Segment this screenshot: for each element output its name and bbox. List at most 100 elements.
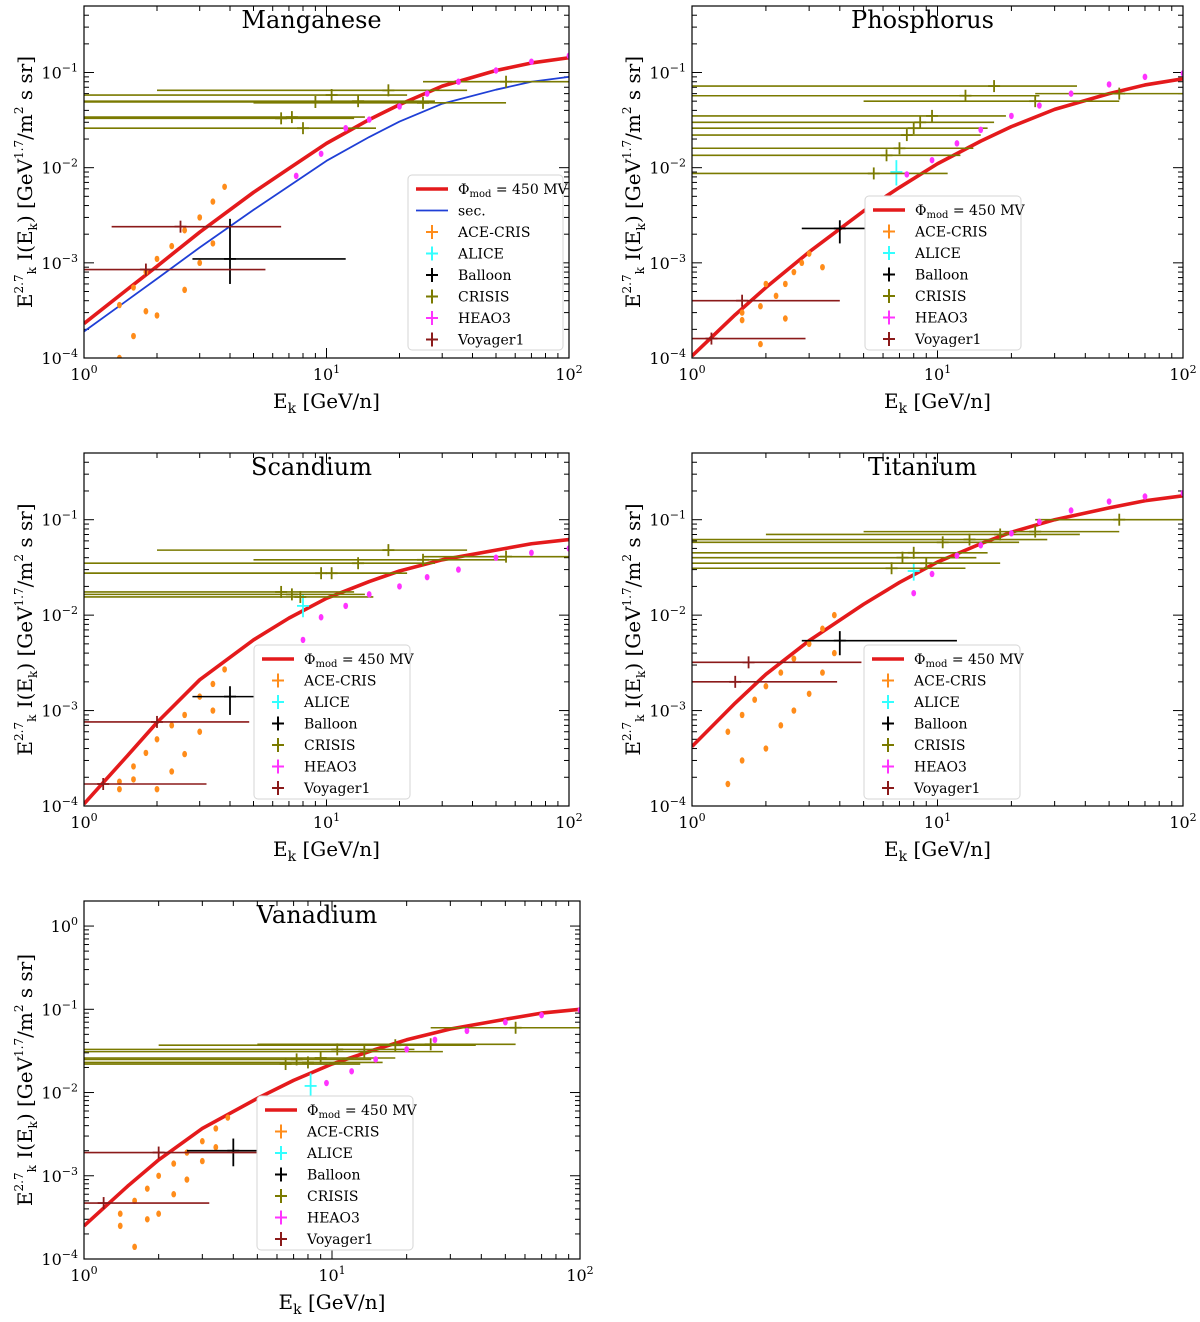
marker — [820, 263, 825, 271]
marker — [791, 268, 797, 276]
legend-entry-heao3: HEAO3 — [272, 759, 357, 776]
data-point — [84, 585, 355, 598]
y-tick-label: 10−4 — [649, 795, 686, 816]
y-tick-label: 10−4 — [41, 1248, 78, 1269]
data-point — [222, 183, 227, 190]
marker — [169, 722, 175, 729]
data-point — [84, 1146, 277, 1159]
legend-entry-voyager1: Voyager1 — [883, 332, 981, 348]
legend-label: ACE-CRIS — [457, 225, 530, 241]
marker — [791, 707, 797, 714]
data-point — [154, 736, 160, 743]
series-heao3 — [300, 545, 569, 644]
marker — [131, 776, 136, 783]
legend-entry-balloon: Balloon — [426, 268, 511, 284]
data-point — [1106, 498, 1112, 505]
data-point — [863, 95, 1120, 108]
data-point — [117, 301, 122, 309]
y-tick-label: 10−1 — [41, 509, 78, 530]
data-point — [692, 149, 961, 162]
marker — [143, 749, 149, 757]
series-alice — [907, 563, 920, 581]
legend-label: ACE-CRIS — [306, 1125, 379, 1141]
y-tick-label: 10−2 — [41, 157, 78, 178]
legend-entry-ace-cris: ACE-CRIS — [883, 224, 987, 241]
data-point — [293, 172, 299, 180]
legend-label: sec. — [458, 204, 486, 220]
data-point — [324, 1079, 329, 1087]
legend-entry-balloon: Balloon — [275, 1167, 360, 1184]
data-point — [84, 95, 435, 108]
x-axis-label: Ek [GeV/n] — [279, 1290, 386, 1318]
data-point — [143, 749, 149, 757]
legend-entry-balloon: Balloon — [883, 267, 968, 284]
data-point — [257, 1038, 516, 1051]
data-point — [954, 552, 960, 559]
marker — [144, 1185, 150, 1192]
data-point — [210, 198, 216, 205]
data-point — [763, 683, 769, 690]
legend-entry-crisis: CRISIS — [883, 289, 967, 305]
marker — [1009, 530, 1014, 537]
data-point — [692, 109, 1006, 122]
series-crisis — [692, 80, 1183, 180]
marker — [763, 280, 769, 288]
data-point — [432, 1036, 438, 1044]
y-tick-label: 10−2 — [41, 604, 78, 625]
axis-ticks — [691, 452, 1184, 807]
data-point — [820, 263, 825, 271]
data-point — [529, 549, 534, 556]
data-point — [1035, 513, 1183, 526]
data-point — [1009, 530, 1014, 537]
legend-label: ALICE — [914, 246, 961, 262]
marker — [1106, 81, 1112, 88]
data-point — [117, 354, 122, 358]
marker — [131, 284, 136, 291]
y-tick-label: 10−2 — [649, 604, 686, 625]
legend-entry-alice: ALICE — [883, 246, 961, 262]
marker — [831, 611, 837, 619]
data-layer — [84, 47, 704, 358]
y-tick-label: 10−1 — [41, 62, 78, 83]
marker — [318, 614, 324, 621]
marker — [366, 116, 372, 123]
marker — [1106, 498, 1112, 505]
legend-entry-mod-450-mv: Φmod = 450 MV — [872, 652, 1025, 670]
data-point — [169, 722, 175, 729]
data-point — [182, 286, 188, 294]
marker — [171, 1160, 177, 1167]
marker — [640, 47, 645, 53]
y-tick-label: 10−1 — [41, 998, 78, 1019]
marker — [143, 308, 149, 315]
series-mod-450-mv — [84, 537, 569, 806]
data-point — [117, 785, 122, 793]
marker — [763, 745, 769, 752]
marker — [154, 736, 160, 743]
data-layer — [84, 1006, 580, 1251]
legend-label: CRISIS — [914, 738, 966, 754]
marker — [725, 728, 731, 735]
chart-panel-scandium: 100 101 102 10−4 10−3 10−2 10−1 Ek [GeV/n] E2.7k… — [12, 452, 583, 865]
legend-entry-alice: ALICE — [275, 1146, 353, 1162]
data-point — [423, 550, 569, 563]
marker — [1142, 493, 1148, 500]
data-point — [978, 542, 984, 549]
legend-label: ALICE — [303, 695, 350, 711]
marker — [373, 1056, 379, 1063]
marker — [539, 1011, 544, 1019]
data-point — [1035, 87, 1183, 100]
data-point — [602, 47, 607, 53]
marker — [739, 309, 745, 316]
legend-label: HEAO3 — [915, 311, 968, 327]
marker — [210, 680, 216, 688]
legend-entry-ace-cris: ACE-CRIS — [882, 673, 986, 690]
data-point — [739, 309, 745, 316]
data-point — [782, 315, 788, 322]
data-point — [366, 591, 372, 598]
data-point — [131, 284, 136, 291]
marker — [929, 156, 935, 164]
marker — [699, 47, 704, 53]
data-point — [831, 611, 837, 619]
series-mod-450-mv — [84, 55, 569, 325]
data-point — [1106, 81, 1112, 88]
